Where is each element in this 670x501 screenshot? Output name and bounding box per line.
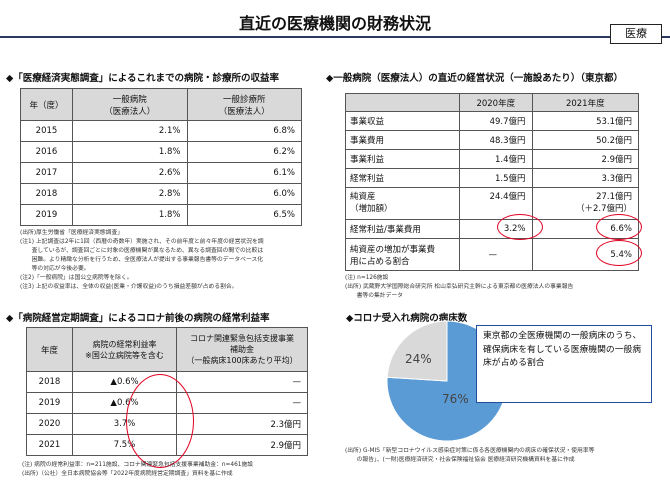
tokyo-header-2021: 2021年度 <box>531 93 640 112</box>
survey-year: 2016 <box>20 141 73 163</box>
tokyo-value-2021: 2.9億円 <box>531 149 640 169</box>
regular-header-year: 年度 <box>26 327 73 372</box>
tokyo-section-title: ◆一般病院（医療法人）の直近の経営状況（一施設あたり）（東京都） <box>326 73 624 84</box>
corona-notes: (出所) G-MIS「新型コロナウイルス感染症対策に係る各医療機関内の病床の確保… <box>345 447 663 465</box>
survey-hospital-rate: 2.1% <box>72 120 188 142</box>
tokyo-value-2021: 50.2億円 <box>531 130 640 150</box>
tokyo-value-2020: — <box>459 238 533 271</box>
survey-clinic-rate: 6.8% <box>186 120 302 142</box>
corona-note-line: の報告」、(一財)医療経済研究・社会保険福祉協会 医療経済研究機構資料を基に作成 <box>345 456 575 463</box>
table-row: 事業利益 1.4億円 2.9億円 <box>345 149 640 169</box>
regular-subsidy: 2.3億円 <box>176 413 308 435</box>
table-row: 経常利益/事業費用 3.2% 6.6% <box>345 219 640 239</box>
table-row: 事業収益 49.7億円 53.1億円 <box>345 111 640 131</box>
tokyo-table: 2020年度 2021年度 事業収益 49.7億円 53.1億円 事業費用 48… <box>345 93 640 271</box>
regular-header-rate: 病院の経常利益率 ※国公立病院等を含む <box>72 327 177 372</box>
highlight-oval <box>126 374 194 468</box>
regular-notes: (注) 病院の経常利益率：n=211施設、コロナ関連緊急包括支援事業補助金：n=… <box>22 461 332 479</box>
highlight-oval <box>596 240 642 266</box>
highlight-oval <box>497 214 543 240</box>
table-row: 2019 1.8% 6.5% <box>20 204 302 226</box>
regular-subsidy: 2.9億円 <box>176 434 308 456</box>
tokyo-value-2020: 49.7億円 <box>459 111 533 131</box>
regular-subsidy: — <box>176 371 308 393</box>
tokyo-value-2021: 3.3億円 <box>531 168 640 188</box>
tokyo-header-2020: 2020年度 <box>459 93 533 112</box>
regular-header-subsidy: コロナ関連緊急包括支援事業 補助金 （一般病床100床あたり平均） <box>176 327 308 372</box>
table-row: 2018 2.8% 6.0% <box>20 183 302 205</box>
tokyo-row-label: 純資産 （増加額） <box>345 187 460 220</box>
survey-year: 2015 <box>20 120 73 142</box>
tokyo-row-label: 経常利益/事業費用 <box>345 219 460 239</box>
tokyo-note-line: (注) n=126施設 <box>345 275 389 281</box>
table-row: 事業費用 48.3億円 50.2億円 <box>345 130 640 150</box>
tokyo-header-label <box>345 93 460 112</box>
tokyo-row-label: 経常利益 <box>345 168 460 188</box>
title-divider <box>0 36 670 38</box>
survey-note-line: 査しているが、調査回ごとに対象の医療機関が異なるため、異なる調査回の間での比較は <box>20 247 264 254</box>
regular-note-line: (出所)（公社）全日本病院協会等「2022年度病院経営定期調査」資料を基に作成 <box>22 470 233 477</box>
tokyo-row-label: 純資産の増加が事業費 用に占める割合 <box>345 238 460 271</box>
regular-year: 2019 <box>26 392 73 414</box>
pie-slice-24 <box>386 320 448 382</box>
survey-clinic-rate: 6.2% <box>186 141 302 163</box>
survey-note-line: (注2)「一般病院」は国公立病院等を除く。 <box>20 274 133 281</box>
table-row: 2017 2.6% 6.1% <box>20 162 302 184</box>
survey-note-line: (出所)厚生労働省「医療経済実態調査」 <box>20 230 124 236</box>
survey-clinic-rate: 6.5% <box>186 204 302 226</box>
regular-note-line: (注) 病院の経常利益率：n=211施設、コロナ関連緊急包括支援事業補助金：n=… <box>22 462 254 468</box>
tokyo-row-label: 事業利益 <box>345 149 460 169</box>
regular-year: 2020 <box>26 413 73 435</box>
survey-section-title: ◆「医療経済実態調査」によるこれまでの病院・診療所の収益率 <box>6 73 280 84</box>
callout-box: 東京都の全医療機関の一般病床のうち、確保病床を有している医療機関の一般病床が占め… <box>476 325 652 403</box>
survey-note-line: 困難。より精緻な分析を行うため、全医療法人が提出する事業報告書等のデータベース化 <box>20 256 264 263</box>
tokyo-note-line: (出所) 武蔵野大学国際総合研究所 松山幸弘研究主幹による東京都の医療法人の事業… <box>345 283 574 290</box>
survey-note-line: 等の対応が今後必要。 <box>20 265 90 272</box>
survey-clinic-rate: 6.0% <box>186 183 302 205</box>
survey-hospital-rate: 2.6% <box>72 162 188 184</box>
tokyo-row-label: 事業収益 <box>345 111 460 131</box>
table-row: 2015 2.1% 6.8% <box>20 120 302 142</box>
regular-year: 2018 <box>26 371 73 393</box>
tokyo-notes: (注) n=126施設 (出所) 武蔵野大学国際総合研究所 松山幸弘研究主幹によ… <box>345 274 660 301</box>
survey-notes: (出所)厚生労働省「医療経済実態調査」 (注1) 上記調査は2年に1回（西暦の奇… <box>20 229 325 292</box>
tokyo-value-2020: 1.4億円 <box>459 149 533 169</box>
survey-header-clinic: 一般診療所 （医療法人） <box>186 88 302 121</box>
category-badge: 医療 <box>610 24 662 44</box>
regular-subsidy: — <box>176 392 308 414</box>
tokyo-value-2021: 53.1億円 <box>531 111 640 131</box>
tokyo-row-label: 事業費用 <box>345 130 460 150</box>
table-row: 純資産 （増加額） 24.4億円 27.1億円 （＋2.7億円） <box>345 187 640 220</box>
table-row: 純資産の増加が事業費 用に占める割合 — 5.4% <box>345 238 640 271</box>
pie-slice-label-76: 76% <box>442 392 469 406</box>
survey-hospital-rate: 1.8% <box>72 141 188 163</box>
pie-slice-label-24: 24% <box>405 352 432 366</box>
corona-section-title: ◆コロナ受入れ病院の病床数 <box>346 313 468 324</box>
table-row: 2016 1.8% 6.2% <box>20 141 302 163</box>
survey-hospital-rate: 2.8% <box>72 183 188 205</box>
table-row: 経常利益 1.5億円 3.3億円 <box>345 168 640 188</box>
survey-header-year: 年（度） <box>20 88 73 121</box>
tokyo-note-line: 書等の集計データ <box>345 292 403 299</box>
survey-table: 年（度） 一般病院 （医療法人） 一般診療所 （医療法人） 2015 2.1% … <box>20 88 302 226</box>
regular-section-title: ◆「病院経営定期調査」によるコロナ前後の病院の経常利益率 <box>6 313 270 324</box>
page-title: 直近の医療機関の財務状況 <box>238 14 431 33</box>
regular-year: 2021 <box>26 434 73 456</box>
highlight-oval <box>596 214 642 240</box>
survey-note-line: (注3) 上記の収益率は、全体の収益(医業・介護収益)のうち損益差額が占める割合… <box>20 283 238 290</box>
survey-year: 2018 <box>20 183 73 205</box>
survey-note-line: (注1) 上記調査は2年に1回（西暦の奇数年）実施され、その前年度と前々年度の経… <box>20 238 264 245</box>
tokyo-value-2020: 48.3億円 <box>459 130 533 150</box>
tokyo-value-2020: 1.5億円 <box>459 168 533 188</box>
survey-hospital-rate: 1.8% <box>72 204 188 226</box>
survey-year: 2019 <box>20 204 73 226</box>
survey-year: 2017 <box>20 162 73 184</box>
survey-header-hospital: 一般病院 （医療法人） <box>72 88 188 121</box>
corona-note-line: (出所) G-MIS「新型コロナウイルス感染症対策に係る各医療機関内の病床の確保… <box>345 448 595 454</box>
survey-clinic-rate: 6.1% <box>186 162 302 184</box>
